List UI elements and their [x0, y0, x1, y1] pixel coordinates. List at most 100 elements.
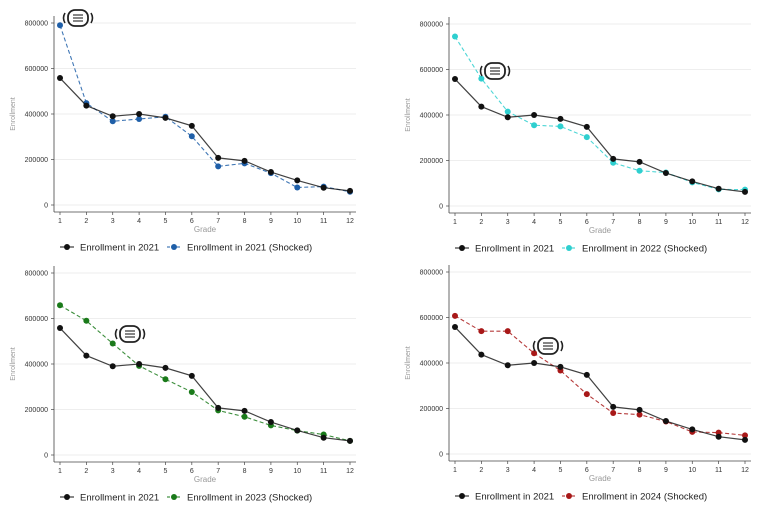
data-point-baseline — [452, 76, 458, 83]
data-point-shocked — [583, 391, 590, 398]
x-tick-label: 10 — [688, 219, 696, 226]
data-point-baseline — [188, 122, 195, 129]
data-point-baseline — [83, 352, 90, 359]
x-tick-label: 5 — [559, 219, 563, 226]
y-tick-label: 0 — [44, 203, 48, 210]
legend-label: Enrollment in 2022 (Shocked) — [582, 244, 707, 255]
mask-strap — [479, 65, 511, 77]
x-tick-label: 10 — [293, 218, 301, 225]
series-line-shocked — [59, 25, 351, 193]
data-point-shocked — [610, 410, 617, 417]
y-axis-label: Enrollment — [10, 347, 17, 381]
data-point-shocked — [188, 388, 195, 395]
data-point-baseline — [347, 187, 353, 194]
y-tick-label: 0 — [439, 204, 443, 211]
data-point-baseline — [610, 155, 617, 162]
x-tick-label: 3 — [111, 468, 115, 475]
y-axis-label: Enrollment — [405, 346, 412, 380]
data-point-shocked — [452, 312, 458, 319]
x-axis-label: Grade — [589, 226, 612, 235]
series-line-baseline — [454, 326, 746, 441]
x-tick-label: 4 — [137, 468, 141, 475]
x-tick-label: 6 — [190, 468, 194, 475]
y-tick-label: 600000 — [420, 67, 443, 74]
x-tick-label: 1 — [58, 218, 62, 225]
data-point-baseline — [452, 324, 458, 331]
data-point-baseline — [215, 154, 222, 161]
data-point-baseline — [320, 434, 327, 441]
x-tick-label: 2 — [84, 218, 88, 225]
series-line-shocked — [454, 36, 746, 191]
data-point-shocked — [188, 133, 195, 140]
data-point-shocked — [294, 184, 301, 191]
data-point-baseline — [636, 158, 643, 165]
data-point-baseline — [636, 406, 643, 413]
series-line-baseline — [59, 327, 351, 442]
legend-marker — [171, 244, 177, 250]
mask-strap — [62, 12, 94, 24]
legend-label: Enrollment in 2021 — [475, 492, 554, 503]
data-point-baseline — [320, 184, 327, 191]
data-point-baseline — [689, 178, 696, 185]
data-point-baseline — [557, 363, 564, 370]
x-tick-label: 5 — [559, 467, 563, 474]
data-point-baseline — [162, 114, 169, 121]
data-point-baseline — [478, 351, 485, 358]
x-tick-label: 5 — [164, 218, 168, 225]
x-tick-label: 8 — [243, 218, 247, 225]
y-tick-label: 400000 — [25, 112, 48, 119]
legend-label: Enrollment in 2023 (Shocked) — [187, 493, 312, 504]
y-tick-label: 400000 — [420, 113, 443, 120]
data-point-baseline — [557, 115, 564, 122]
data-point-shocked — [452, 33, 458, 40]
data-point-baseline — [241, 157, 248, 164]
data-point-shocked — [57, 302, 63, 309]
legend-marker — [459, 493, 465, 499]
legend-marker — [566, 245, 572, 251]
y-axis-label: Enrollment — [405, 98, 412, 132]
x-axis-label: Grade — [589, 474, 612, 483]
data-point-baseline — [662, 418, 669, 425]
legend-label: Enrollment in 2021 — [80, 493, 159, 504]
y-tick-label: 800000 — [420, 270, 443, 277]
data-point-baseline — [531, 112, 538, 118]
data-point-baseline — [715, 185, 722, 192]
x-tick-label: 1 — [453, 219, 457, 226]
face-mask-icon — [532, 337, 564, 355]
data-point-baseline — [742, 188, 748, 195]
data-point-baseline — [715, 433, 722, 440]
y-tick-label: 0 — [439, 452, 443, 459]
legend-marker — [171, 494, 177, 500]
data-point-baseline — [504, 362, 511, 369]
y-tick-label: 800000 — [420, 22, 443, 29]
data-point-shocked — [215, 163, 222, 170]
data-point-baseline — [83, 102, 90, 109]
legend-label: Enrollment in 2021 (Shocked) — [187, 243, 312, 254]
data-point-shocked — [504, 328, 511, 335]
y-tick-label: 0 — [44, 453, 48, 460]
data-point-baseline — [109, 363, 116, 370]
x-tick-label: 12 — [346, 468, 354, 475]
data-point-baseline — [531, 360, 538, 366]
data-point-shocked — [136, 116, 143, 123]
data-point-baseline — [57, 75, 63, 82]
y-tick-label: 800000 — [25, 21, 48, 28]
x-axis-label: Grade — [194, 475, 217, 484]
x-tick-label: 3 — [506, 219, 510, 226]
data-point-shocked — [241, 413, 248, 420]
x-tick-label: 4 — [532, 467, 536, 474]
y-tick-label: 200000 — [420, 158, 443, 165]
data-point-shocked — [109, 118, 116, 125]
data-point-shocked — [57, 22, 63, 29]
x-tick-label: 4 — [137, 218, 141, 225]
data-point-baseline — [610, 403, 617, 410]
x-tick-label: 11 — [320, 218, 327, 225]
data-point-shocked — [478, 75, 485, 82]
data-point-baseline — [136, 361, 143, 367]
data-point-baseline — [504, 114, 511, 121]
legend-marker — [566, 493, 572, 499]
x-tick-label: 6 — [585, 219, 589, 226]
y-tick-label: 400000 — [420, 361, 443, 368]
